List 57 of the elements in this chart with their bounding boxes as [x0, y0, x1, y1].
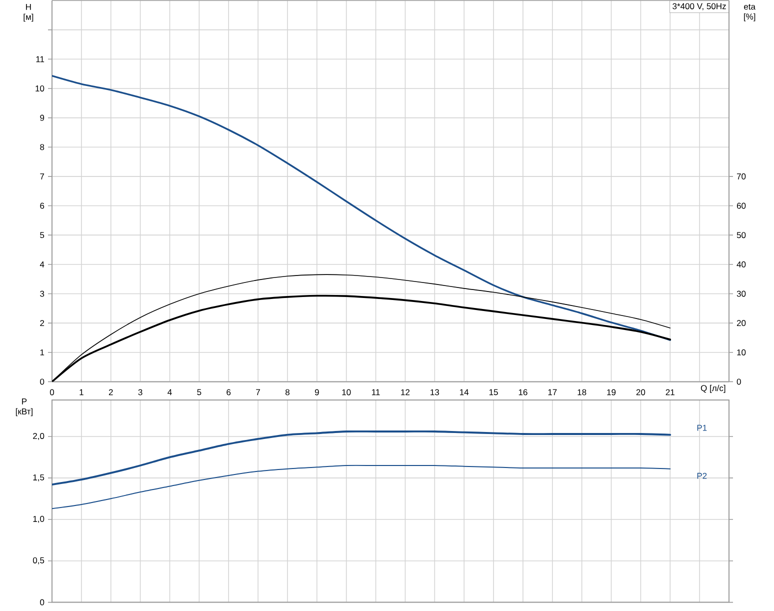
x-tick-label: 0	[50, 389, 54, 396]
y2-tick-label: 40	[736, 261, 746, 268]
x-tick-label: 20	[636, 389, 646, 396]
x-tick-label: 6	[226, 389, 231, 396]
y-tick-label: 1,5	[33, 474, 44, 482]
x-tick-label: 11	[372, 389, 380, 396]
y-tick-label: 0	[40, 378, 44, 385]
line-series	[52, 430, 672, 486]
y2-tick-label: 60	[736, 202, 746, 209]
x-tick-label: 12	[401, 389, 410, 396]
y-tick-label: 2	[40, 320, 44, 326]
y2-tick-label: 70	[736, 173, 746, 180]
x-tick-label: 19	[607, 389, 616, 396]
x-tick-label: 7	[256, 389, 260, 396]
y-tick-label: 1,0	[33, 516, 44, 523]
y-tick-label: 3	[40, 290, 44, 297]
text: P2	[697, 472, 707, 479]
y-tick-label: 7	[40, 174, 44, 180]
x-tick-label: 13	[430, 389, 440, 396]
x-tick-label: 2	[108, 389, 113, 396]
line-series	[52, 75, 671, 341]
x-tick-label: 18	[578, 389, 586, 396]
y-tick-label: 6	[40, 202, 44, 209]
y-tick-label: 1	[40, 349, 44, 356]
y-tick-label: 10	[36, 85, 44, 92]
y-tick-label: 0	[40, 599, 44, 606]
y2-tick-label: 0	[736, 378, 741, 385]
x-tick-label: 3	[138, 389, 142, 396]
text: P1	[697, 424, 707, 431]
y-tick-label: 4	[40, 261, 44, 268]
x-tick-label: 15	[489, 389, 498, 396]
x-axis-title: Q [л/с]	[700, 384, 726, 393]
line-series	[52, 464, 671, 510]
x-tick-label: 10	[342, 389, 351, 396]
y-axis-title: H [м]	[24, 4, 34, 22]
y-tick-label: 8	[40, 144, 44, 150]
y2-tick-label: 10	[737, 349, 746, 356]
chart-title: 3*400 V, 50Hz	[672, 3, 726, 10]
x-tick-label: 8	[285, 389, 290, 396]
y-tick-label: 11	[36, 56, 44, 62]
x-tick-label: 14	[460, 389, 469, 396]
y2-tick-label: 30	[736, 290, 746, 297]
y-axis-title: P [кВт]	[16, 398, 32, 416]
x-tick-label: 1	[80, 389, 84, 396]
y-tick-label: 5	[40, 232, 44, 238]
y2-tick-label: 20	[736, 320, 746, 326]
y-tick-label: 9	[40, 114, 44, 121]
x-tick-label: 4	[168, 389, 172, 396]
y-tick-label: 0,5	[32, 557, 44, 564]
x-tick-label: 16	[518, 389, 528, 396]
x-tick-label: 5	[197, 389, 202, 396]
y-tick-label: 2,0	[33, 432, 44, 440]
x-tick-label: 17	[548, 389, 557, 396]
x-tick-label: 21	[666, 389, 674, 396]
y2-axis-title: eta [%]	[744, 4, 756, 22]
x-tick-label: 9	[314, 389, 319, 396]
y2-tick-label: 50	[736, 232, 746, 238]
